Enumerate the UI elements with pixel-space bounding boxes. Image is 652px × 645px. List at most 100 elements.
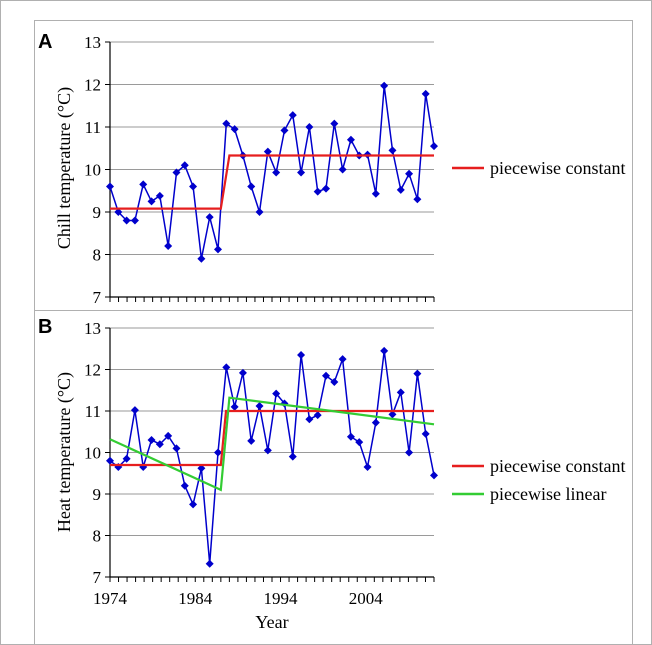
data-point-a-1 bbox=[114, 208, 123, 216]
data-point-b-17 bbox=[247, 436, 256, 445]
data-point-a-9 bbox=[180, 161, 189, 170]
data-point-b-24 bbox=[305, 415, 314, 424]
data-point-b-3 bbox=[130, 406, 139, 415]
legend-b-linear-label: piecewise linear bbox=[490, 484, 606, 504]
data-point-a-37 bbox=[413, 195, 422, 204]
data-point-b-38 bbox=[421, 429, 430, 438]
data-point-b-32 bbox=[371, 418, 380, 427]
legend-b-constant-label: piecewise constant bbox=[490, 456, 625, 476]
data-point-a-38 bbox=[421, 89, 430, 98]
data-point-b-22 bbox=[288, 452, 297, 461]
panel-a-corner-box bbox=[596, 32, 624, 72]
chart-panel-b: B 7 8 9 10 11 12 13 1974 1984 1994 2004 Heat temp… bbox=[38, 316, 625, 632]
x-tick-label-1994: 1994 bbox=[264, 589, 299, 608]
data-point-b-10 bbox=[189, 500, 198, 509]
data-point-b-8 bbox=[172, 444, 181, 453]
data-point-a-20 bbox=[272, 168, 281, 177]
data-point-a-26 bbox=[322, 184, 330, 193]
data-point-b-27 bbox=[330, 377, 339, 386]
y-ticks-a: 7 8 9 10 11 12 13 bbox=[84, 33, 102, 307]
x-axis-title-b: Year bbox=[255, 612, 288, 632]
legend-a-constant-label: piecewise constant bbox=[490, 158, 625, 178]
data-point-a-7 bbox=[164, 242, 173, 250]
axes-a bbox=[105, 41, 435, 302]
data-point-b-5 bbox=[147, 436, 156, 445]
grid-a bbox=[110, 41, 434, 298]
data-point-a-34 bbox=[388, 146, 397, 155]
observed-line-b bbox=[109, 350, 435, 564]
y-tick-label-b-10: 10 bbox=[84, 444, 101, 463]
data-point-a-8 bbox=[172, 168, 181, 177]
panel-b-corner-box bbox=[596, 318, 624, 348]
data-point-a-25 bbox=[313, 187, 322, 196]
data-point-b-29 bbox=[346, 432, 355, 441]
x-tick-label-2004: 2004 bbox=[349, 589, 384, 608]
y-tick-label-a-7: 7 bbox=[93, 288, 102, 307]
data-point-b-19 bbox=[263, 446, 272, 455]
data-point-a-12 bbox=[205, 213, 214, 222]
observed-line-a bbox=[109, 85, 435, 259]
data-point-b-31 bbox=[363, 463, 372, 472]
data-point-a-3 bbox=[130, 216, 139, 225]
y-ticks-b: 7 8 9 10 11 12 13 bbox=[84, 319, 102, 587]
fit-line-a-1 bbox=[110, 154, 434, 210]
chart-panel-a: A 7 8 9 10 11 12 13 Chill temperature (°C) pie… bbox=[38, 31, 625, 307]
data-point-a-36 bbox=[405, 169, 414, 178]
panel-label-b: B bbox=[38, 316, 52, 338]
data-point-b-9 bbox=[180, 481, 189, 490]
data-point-a-32 bbox=[371, 189, 380, 198]
data-point-b-37 bbox=[413, 369, 422, 378]
data-point-b-11 bbox=[197, 464, 206, 473]
data-point-b-34 bbox=[388, 410, 397, 419]
data-point-a-14 bbox=[222, 119, 231, 128]
data-point-b-13 bbox=[214, 448, 222, 457]
y-axis-title-a: Chill temperature (°C) bbox=[54, 87, 75, 249]
y-tick-label-a-9: 9 bbox=[93, 203, 102, 222]
data-point-a-0 bbox=[106, 182, 114, 191]
y-tick-label-b-8: 8 bbox=[93, 527, 102, 546]
data-point-b-30 bbox=[355, 438, 364, 447]
data-point-a-15 bbox=[230, 125, 239, 134]
data-point-a-22 bbox=[288, 111, 297, 120]
axes-b bbox=[105, 327, 435, 582]
y-tick-label-a-12: 12 bbox=[84, 76, 101, 95]
y-tick-label-b-12: 12 bbox=[84, 361, 101, 380]
y-tick-label-b-7: 7 bbox=[93, 568, 102, 587]
data-point-b-6 bbox=[155, 440, 164, 449]
panel-label-a: A bbox=[38, 31, 52, 53]
data-point-b-16 bbox=[238, 368, 247, 377]
data-point-a-10 bbox=[189, 182, 198, 191]
data-point-b-12 bbox=[205, 559, 214, 568]
y-tick-label-a-10: 10 bbox=[84, 161, 101, 180]
data-point-b-39 bbox=[430, 471, 438, 480]
series-b bbox=[106, 346, 438, 568]
data-point-b-25 bbox=[313, 411, 322, 420]
data-point-a-21 bbox=[280, 126, 289, 135]
data-point-a-6 bbox=[155, 191, 164, 200]
data-point-a-35 bbox=[396, 185, 405, 194]
fit-line-b-2 bbox=[109, 396, 435, 492]
data-point-b-33 bbox=[380, 346, 389, 355]
data-point-b-20 bbox=[272, 389, 281, 398]
data-point-b-15 bbox=[230, 402, 239, 411]
data-point-a-24 bbox=[305, 123, 314, 131]
data-point-a-18 bbox=[255, 208, 264, 216]
data-point-a-13 bbox=[214, 245, 222, 254]
data-point-a-27 bbox=[330, 119, 339, 128]
data-point-a-4 bbox=[139, 180, 148, 189]
data-point-b-26 bbox=[322, 371, 330, 380]
data-point-b-14 bbox=[222, 363, 231, 372]
data-point-a-39 bbox=[430, 142, 438, 151]
data-point-a-23 bbox=[297, 168, 306, 177]
data-point-a-5 bbox=[147, 197, 156, 206]
y-tick-label-b-13: 13 bbox=[84, 319, 101, 338]
data-point-b-0 bbox=[106, 456, 114, 465]
y-tick-label-b-11: 11 bbox=[85, 402, 101, 421]
data-point-b-35 bbox=[396, 388, 405, 397]
data-point-a-17 bbox=[247, 182, 256, 191]
x-ticks-b: 1974 1984 1994 2004 bbox=[93, 589, 383, 608]
x-tick-label-1984: 1984 bbox=[178, 589, 213, 608]
data-point-b-7 bbox=[164, 431, 173, 440]
